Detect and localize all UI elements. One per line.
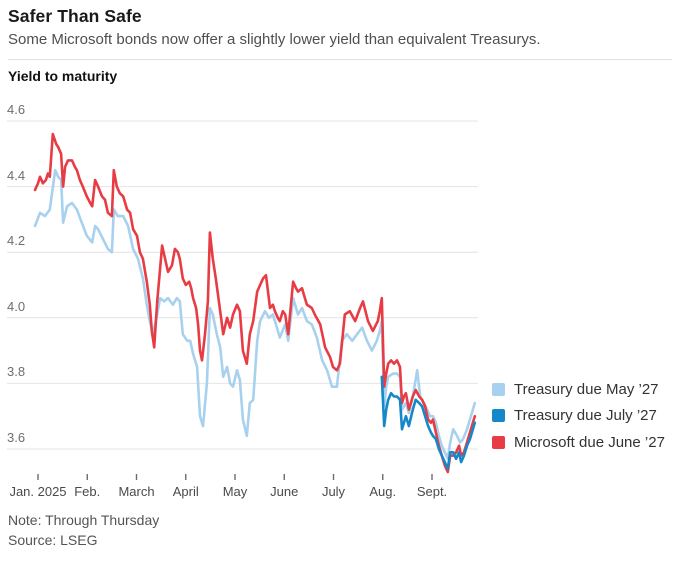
legend-label: Microsoft due June ’27 <box>514 433 665 451</box>
x-axis-label: May <box>222 484 248 499</box>
x-axis-label: July <box>321 484 346 499</box>
x-axis-label: Sept. <box>416 484 448 499</box>
y-axis-label: 4.2 <box>7 233 26 249</box>
legend-item-treasury-july-27: Treasury due July ’27 <box>492 406 665 426</box>
source-line: Source: LSEG <box>8 532 98 548</box>
x-axis-label: Aug. <box>369 484 397 499</box>
series-line-treasury-may-27 <box>33 168 477 461</box>
x-axis-label: Feb. <box>74 484 101 499</box>
y-axis-label: 3.6 <box>7 430 26 445</box>
footnote: Note: Through Thursday <box>8 512 160 528</box>
x-axis-label: Jan. 2025 <box>9 484 67 499</box>
page-title: Safer Than Safe <box>8 6 142 26</box>
legend-swatch-light-blue <box>492 382 505 396</box>
y-axis-label: 4.4 <box>7 167 26 183</box>
x-axis-label: June <box>270 484 299 499</box>
legend-item-microsoft-june-27: Microsoft due June ’27 <box>492 432 665 452</box>
x-axis-label: March <box>118 484 155 499</box>
y-axis-label: 4.0 <box>7 298 26 314</box>
legend-swatch-red <box>492 435 505 449</box>
legend: Treasury due May ’27 Treasury due July ’… <box>492 379 665 459</box>
series-line-treasury-july-27 <box>380 375 477 471</box>
y-axis-label: 3.8 <box>7 364 26 380</box>
legend-label: Treasury due July ’27 <box>514 407 657 424</box>
chart-axis-title: Yield to maturity <box>8 68 118 84</box>
legend-item-treasury-may-27: Treasury due May ’27 <box>492 379 665 399</box>
subtitle: Some Microsoft bonds now offer a slightl… <box>8 31 541 48</box>
y-axis-label: 4.6 <box>7 102 26 117</box>
legend-swatch-dark-blue <box>492 409 505 422</box>
series-line-microsoft-june-27 <box>33 132 477 474</box>
divider <box>8 59 672 60</box>
legend-label: Treasury due May ’27 <box>514 380 659 398</box>
x-axis-label: April <box>172 484 199 499</box>
